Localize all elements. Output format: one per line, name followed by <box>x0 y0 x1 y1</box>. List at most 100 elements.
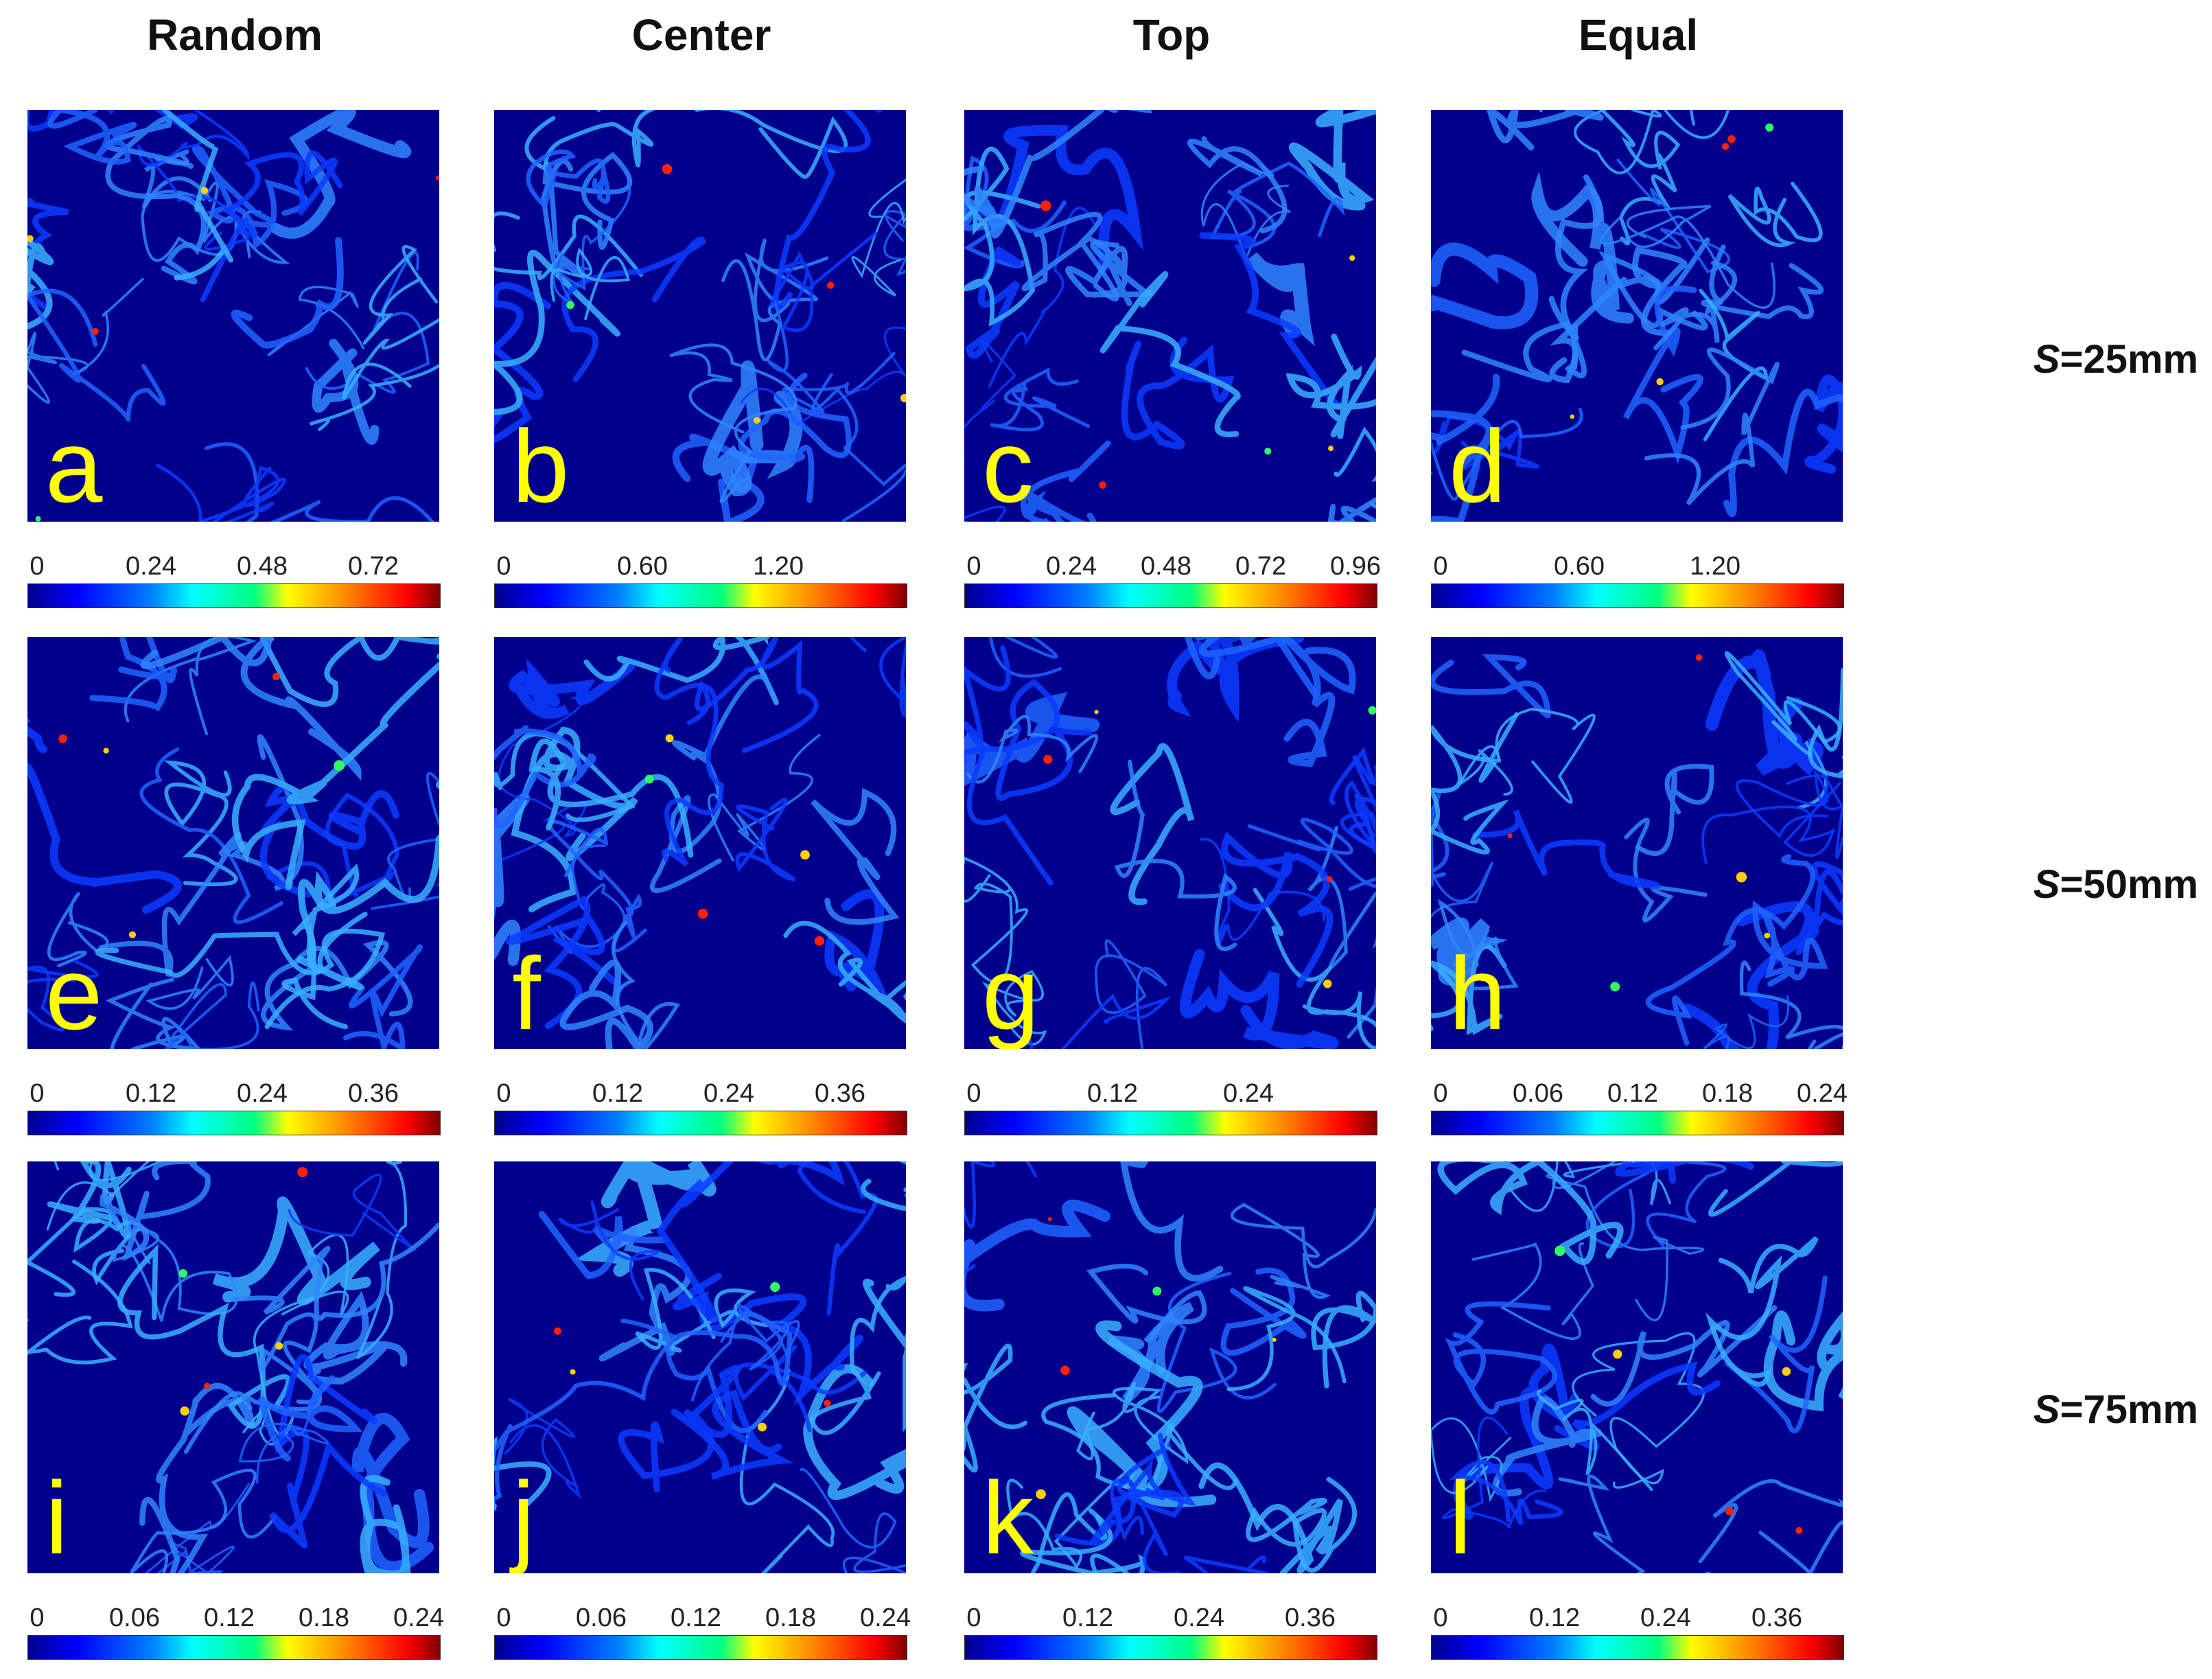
row-label-value: =75mm <box>2060 1387 2198 1432</box>
flow-channel <box>861 1161 906 1211</box>
hotspot <box>644 774 654 784</box>
hotspot <box>770 1282 780 1293</box>
flow-channel <box>145 955 234 1010</box>
colorbar-tick-label: 0.24 <box>703 1079 754 1108</box>
flow-channel <box>1644 347 1780 506</box>
flow-channel <box>494 725 596 829</box>
flow-channel <box>200 150 343 303</box>
hotspot <box>1736 872 1747 883</box>
flow-channel <box>538 1210 668 1279</box>
hotspot <box>570 1369 576 1375</box>
colorbar-tick-label: 0.12 <box>1529 1603 1580 1632</box>
flow-channel <box>1041 1393 1238 1494</box>
flow-channel <box>669 343 798 503</box>
flow-channel <box>1653 260 1737 351</box>
hotspot <box>180 1406 189 1416</box>
colorbar-tick-label: 0 <box>966 1603 981 1632</box>
flow-channel <box>1021 211 1120 302</box>
flow-channel <box>141 181 290 264</box>
flow-channel <box>1054 1444 1185 1547</box>
flow-channel <box>1431 654 1551 719</box>
colorbar-tick-label: 0.36 <box>348 1079 399 1108</box>
hotspot <box>1264 448 1272 455</box>
hotspot <box>1047 1217 1052 1221</box>
flow-channel <box>548 820 647 953</box>
hotspot <box>1043 754 1053 764</box>
flow-channel <box>46 1161 162 1231</box>
flow-channel <box>1288 110 1376 211</box>
flow-channel <box>1076 1382 1189 1464</box>
flow-channel <box>811 373 906 522</box>
colorbar-tick-label: 0.36 <box>815 1079 865 1108</box>
flow-channel <box>883 210 906 277</box>
flow-channel <box>702 360 803 496</box>
panel-letter: d <box>1449 408 1506 522</box>
colorbar-tick-label: 0 <box>966 552 981 581</box>
hotspot <box>697 908 708 919</box>
flow-channel <box>1431 944 1507 1036</box>
hotspot <box>203 1382 211 1389</box>
flow-channel <box>964 1343 1028 1473</box>
column-heading-equal: Equal <box>1578 10 1699 60</box>
flow-channel <box>721 238 829 362</box>
row-label-value: =50mm <box>2060 862 2198 907</box>
flow-channel <box>1327 496 1376 522</box>
flow-channel <box>1531 171 1634 324</box>
flow-channel <box>1548 174 1603 342</box>
colorbar-tick-label: 0.96 <box>1330 552 1381 581</box>
flow-channel <box>1334 426 1376 510</box>
flow-channel <box>561 236 707 382</box>
panel-letter: c <box>982 408 1034 522</box>
flow-channel <box>1461 321 1587 382</box>
flow-channel <box>257 1375 363 1462</box>
colorbar-tick-label: 0 <box>1433 552 1448 581</box>
colorbar-tick-label: 0.12 <box>1607 1079 1658 1108</box>
flow-channel <box>295 781 439 991</box>
flow-channel <box>27 277 144 404</box>
colorbar-tick-label: 0 <box>1433 1079 1448 1108</box>
row-label-variable: S <box>2033 862 2060 907</box>
flow-channel <box>1431 242 1539 329</box>
flow-channel <box>738 372 852 504</box>
colorbar-tick-label: 1.20 <box>1690 552 1741 581</box>
flow-channel <box>811 787 900 925</box>
hotspot <box>1610 982 1620 992</box>
flow-channel <box>1198 1462 1343 1573</box>
flow-channel <box>848 637 906 718</box>
flow-channel <box>1167 637 1305 723</box>
flow-channel <box>1110 1478 1270 1573</box>
flow-channel <box>1536 1389 1653 1492</box>
flow-channel <box>1471 1242 1594 1340</box>
flow-network <box>494 637 906 1049</box>
hotspot <box>800 850 810 860</box>
heatmap-panel-i: i <box>27 1161 439 1573</box>
flow-channel <box>1019 1508 1146 1573</box>
flow-channel <box>1539 110 1730 174</box>
hotspot <box>1555 1245 1565 1256</box>
colorbar-tick-label: 0 <box>496 1603 511 1632</box>
colorbar-tick-label: 0 <box>30 1603 45 1632</box>
flow-channel <box>547 844 626 955</box>
panel-letter: k <box>982 1460 1034 1573</box>
colorbar-tick-label: 0 <box>1433 1603 1448 1632</box>
flow-channel <box>1437 1161 1624 1265</box>
flow-channel <box>231 237 344 349</box>
hotspot <box>1094 710 1099 715</box>
colorbar-a <box>27 583 441 608</box>
flow-channel <box>990 367 1091 432</box>
flow-channel <box>303 1290 408 1385</box>
colorbar-tick-label: 0.36 <box>1751 1603 1802 1632</box>
flow-channel <box>47 892 109 968</box>
flow-channel <box>634 1268 769 1353</box>
flow-channel <box>1701 774 1841 864</box>
flow-channel <box>183 1312 322 1455</box>
hotspot <box>758 1422 767 1432</box>
flow-channel <box>1030 1492 1130 1573</box>
flow-channel <box>494 1436 552 1511</box>
flow-channel <box>654 637 724 867</box>
flow-channel <box>27 717 182 914</box>
row-label-variable: S <box>2033 337 2060 382</box>
flow-channel <box>117 1244 291 1428</box>
row-label: S=75mm <box>2034 1387 2198 1433</box>
